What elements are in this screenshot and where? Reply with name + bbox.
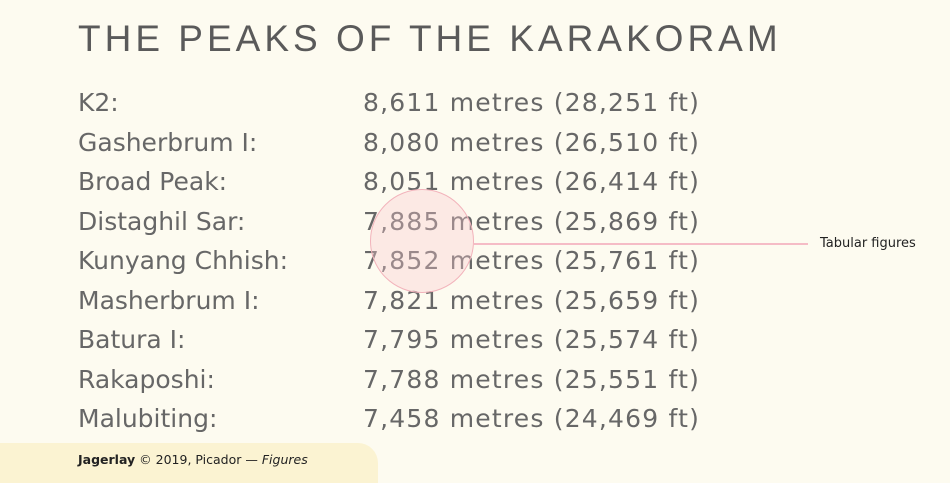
- peak-row: Batura I: 7,795 metres (25,574 ft): [0, 320, 760, 360]
- title: THE PEAKS OF THE KARAKORAM: [78, 18, 782, 59]
- leader-line: [474, 243, 808, 245]
- peak-name: Malubiting:: [78, 404, 218, 433]
- annotation: Tabular figures: [820, 236, 916, 251]
- peak-height: 7,458 metres (24,469 ft): [363, 404, 701, 433]
- brand: Jagerlay: [78, 452, 136, 467]
- style-name: Figures: [261, 452, 308, 467]
- peak-name: Gasherbrum I:: [78, 127, 258, 157]
- peak-height: 7,788 metres (25,551 ft): [363, 364, 701, 394]
- peak-name: Broad Peak:: [78, 167, 228, 196]
- peak-name: Distaghil Sar:: [78, 206, 246, 236]
- peak-name: K2:: [78, 88, 119, 117]
- peak-row: Gasherbrum I: 8,080 metres (26,510 ft): [0, 123, 760, 163]
- peak-name: Masherbrum I:: [78, 285, 260, 315]
- peak-row: Rakaposhi: 7,788 metres (25,551 ft): [0, 360, 760, 400]
- peak-height: 8,080 metres (26,510 ft): [363, 127, 701, 157]
- peak-row: K2: 8,611 metres (28,251 ft): [0, 83, 760, 123]
- peak-name: Batura I:: [78, 325, 186, 354]
- peak-row: Masherbrum I: 7,821 metres (25,659 ft): [0, 281, 760, 321]
- peak-height: 7,795 metres (25,574 ft): [363, 325, 701, 354]
- peak-name: Kunyang Chhish:: [78, 246, 288, 275]
- peak-name: Rakaposhi:: [78, 364, 215, 394]
- credit: © 2019, Picador —: [139, 452, 258, 467]
- peak-height: 8,611 metres (28,251 ft): [363, 88, 701, 117]
- peak-row: Broad Peak: 8,051 metres (26,414 ft): [0, 162, 760, 202]
- highlight-circle: [370, 189, 474, 293]
- peak-row: Malubiting: 7,458 metres (24,469 ft): [0, 399, 760, 439]
- footer: Jagerlay © 2019, Picador — Figures: [78, 452, 308, 467]
